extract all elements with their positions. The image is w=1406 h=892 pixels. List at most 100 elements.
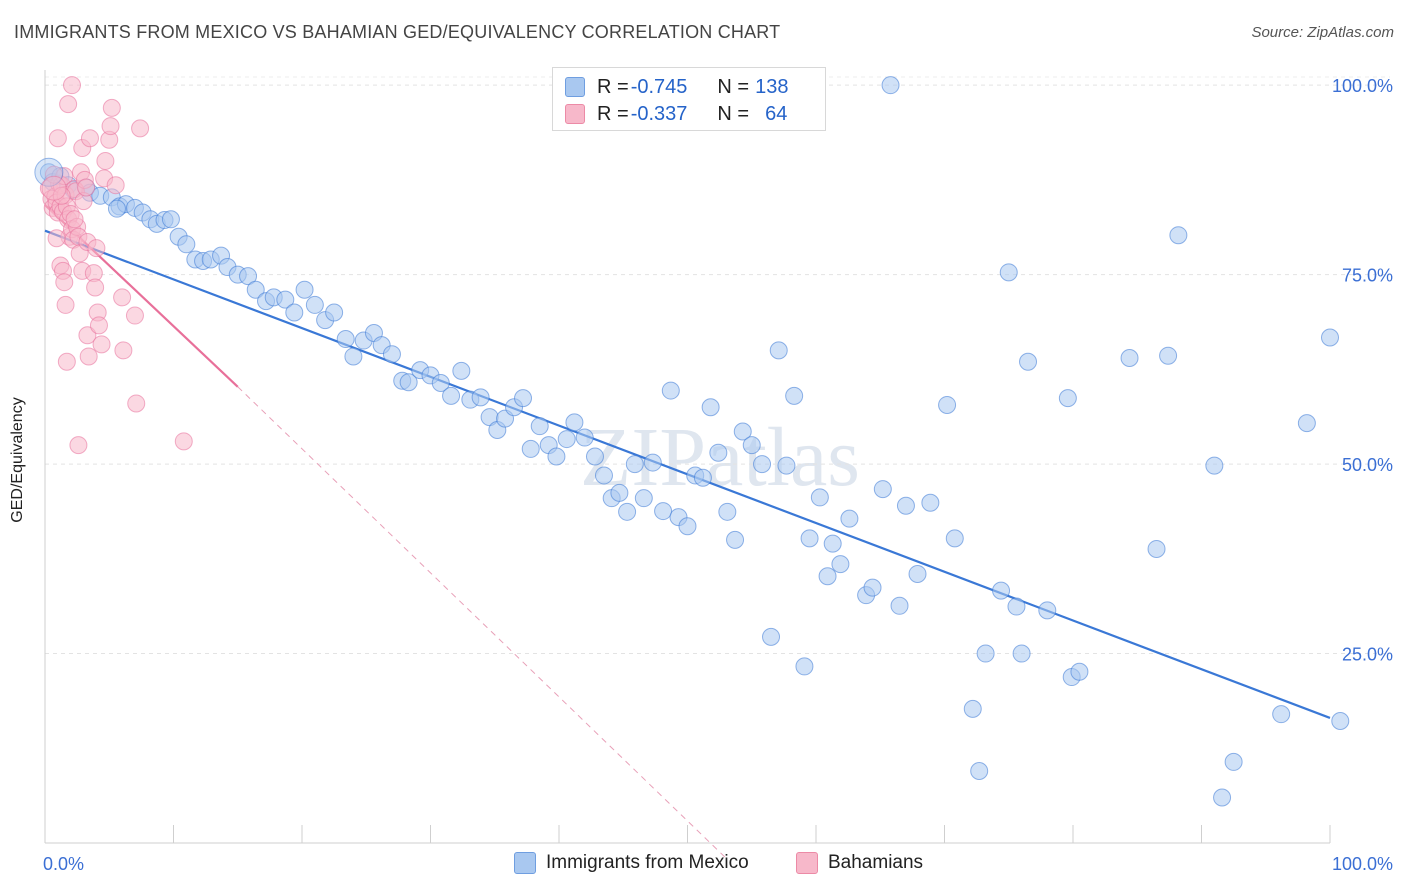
legend-swatch-mexico (514, 852, 536, 874)
chart-title: IMMIGRANTS FROM MEXICO VS BAHAMIAN GED/E… (14, 22, 781, 42)
data-point-bahamians (47, 229, 66, 248)
data-point-mexico (785, 386, 804, 405)
data-point-mexico (547, 447, 566, 466)
data-point-mexico (442, 386, 461, 405)
data-point-mexico (452, 361, 471, 380)
data-point-mexico (1321, 328, 1339, 347)
data-point-mexico (896, 496, 915, 515)
data-points (34, 76, 1350, 807)
data-point-mexico (1205, 456, 1224, 475)
data-point-bahamians (48, 129, 67, 148)
data-point-mexico (575, 428, 594, 447)
data-point-bahamians (62, 76, 81, 95)
data-point-mexico (661, 381, 680, 400)
source-credit: Source: ZipAtlas.com (1251, 24, 1394, 41)
data-point-bahamians (69, 436, 88, 455)
data-point-mexico (1331, 711, 1350, 730)
data-point-mexico (945, 529, 964, 548)
legend-swatch-bahamians (796, 852, 818, 874)
data-point-mexico (634, 489, 653, 508)
legend-row-mexico: R = -0.745 N = 138 (565, 74, 788, 100)
data-point-mexico (246, 280, 265, 299)
n-label: N = (717, 75, 750, 98)
data-point-mexico (999, 263, 1018, 282)
data-point-mexico (285, 303, 304, 322)
legend-row-bahamians: R = -0.337 N = 64 (565, 101, 787, 127)
data-point-mexico (753, 455, 772, 474)
data-point-mexico (709, 443, 728, 462)
n-value: 64 (765, 102, 788, 125)
data-point-mexico (610, 483, 629, 502)
data-point-mexico (1019, 352, 1038, 371)
data-point-bahamians (101, 117, 120, 136)
data-point-mexico (777, 456, 796, 475)
data-point-mexico (818, 567, 837, 586)
data-point-bahamians (78, 326, 97, 345)
data-point-mexico (1169, 226, 1188, 245)
data-point-mexico (881, 76, 900, 95)
data-point-bahamians (56, 295, 75, 314)
data-point-bahamians (59, 95, 78, 114)
data-point-bahamians (127, 394, 146, 413)
r-value: -0.745 (630, 75, 688, 98)
data-point-bahamians (87, 239, 106, 258)
data-point-mexico (521, 439, 540, 458)
data-point-mexico (1213, 788, 1232, 807)
data-point-mexico (276, 290, 295, 309)
data-point-bahamians (125, 306, 144, 325)
data-point-mexico (733, 422, 752, 441)
data-point-mexico (810, 488, 829, 507)
legend-swatch-bahamians (565, 104, 585, 124)
data-point-mexico (625, 455, 644, 474)
data-point-mexico (1272, 705, 1291, 724)
data-point-mexico (976, 644, 995, 663)
n-value: 138 (755, 75, 789, 98)
legend-label-bahamians: Bahamians (828, 852, 924, 873)
data-point-mexico (107, 199, 126, 218)
data-point-mexico (161, 210, 180, 229)
data-point-mexico (1224, 752, 1243, 771)
y-tick-label: 100.0% (1332, 76, 1393, 96)
data-point-mexico (1012, 644, 1031, 663)
data-point-mexico (336, 330, 355, 349)
data-point-bahamians (55, 273, 74, 292)
r-label: R = (597, 75, 629, 98)
legend-item-bahamians[interactable]: Bahamians (796, 852, 923, 874)
data-point-bahamians (65, 210, 84, 229)
data-point-bahamians (41, 175, 67, 201)
data-point-mexico (399, 373, 418, 392)
data-point-mexico (795, 657, 814, 676)
data-point-mexico (693, 468, 712, 487)
data-point-mexico (718, 502, 737, 521)
data-point-mexico (1058, 389, 1077, 408)
data-point-mexico (239, 267, 258, 286)
data-point-mexico (800, 529, 819, 548)
data-point-mexico (921, 493, 940, 512)
data-point-mexico (831, 555, 850, 574)
grid-lines (45, 76, 1390, 655)
data-point-mexico (938, 395, 957, 414)
stats-legend: R = -0.745 N = 138 R = -0.337 N = 64 (552, 67, 826, 131)
y-tick-label: 50.0% (1342, 455, 1393, 475)
data-point-mexico (762, 627, 781, 646)
data-point-mexico (742, 436, 761, 455)
data-point-mexico (823, 534, 842, 553)
data-point-mexico (873, 480, 892, 499)
x-tick-label: 100.0% (1332, 854, 1393, 874)
data-point-mexico (654, 502, 673, 521)
r-value: -0.337 (630, 102, 688, 125)
data-point-mexico (701, 398, 720, 417)
data-point-mexico (382, 345, 401, 364)
data-point-mexico (431, 373, 450, 392)
tick-labels: 25.0% 50.0% 75.0% 100.0% 0.0% 100.0% (43, 76, 1393, 874)
data-point-mexico (325, 303, 344, 322)
r-label: R = (597, 102, 629, 125)
legend-item-mexico[interactable]: Immigrants from Mexico (514, 852, 749, 874)
data-point-mexico (863, 578, 882, 597)
data-point-bahamians (113, 288, 132, 307)
data-point-bahamians (102, 98, 121, 117)
data-point-mexico (970, 762, 989, 781)
trend-extension-bahamians (237, 386, 727, 859)
y-tick-label: 25.0% (1342, 645, 1393, 665)
data-point-mexico (1120, 348, 1139, 367)
